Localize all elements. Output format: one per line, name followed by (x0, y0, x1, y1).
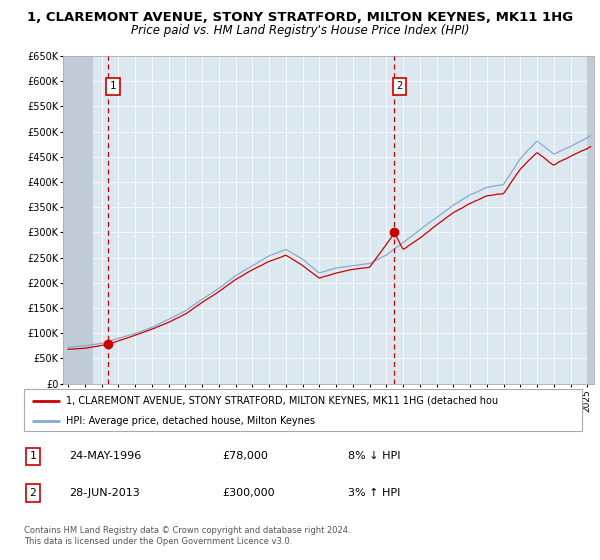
Text: 2: 2 (29, 488, 37, 498)
Text: HPI: Average price, detached house, Milton Keynes: HPI: Average price, detached house, Milt… (66, 416, 315, 426)
Text: 1: 1 (29, 451, 37, 461)
Text: £300,000: £300,000 (222, 488, 275, 498)
Text: 2: 2 (397, 81, 403, 91)
Text: 8% ↓ HPI: 8% ↓ HPI (348, 451, 401, 461)
Text: 1, CLAREMONT AVENUE, STONY STRATFORD, MILTON KEYNES, MK11 1HG: 1, CLAREMONT AVENUE, STONY STRATFORD, MI… (27, 11, 573, 24)
Text: 1: 1 (110, 81, 116, 91)
Polygon shape (63, 56, 93, 384)
Text: £78,000: £78,000 (222, 451, 268, 461)
Text: Contains HM Land Registry data © Crown copyright and database right 2024.
This d: Contains HM Land Registry data © Crown c… (24, 526, 350, 546)
Text: Price paid vs. HM Land Registry's House Price Index (HPI): Price paid vs. HM Land Registry's House … (131, 24, 469, 36)
Text: 3% ↑ HPI: 3% ↑ HPI (348, 488, 400, 498)
Text: 28-JUN-2013: 28-JUN-2013 (69, 488, 140, 498)
Text: 24-MAY-1996: 24-MAY-1996 (69, 451, 141, 461)
Polygon shape (587, 56, 594, 384)
Text: 1, CLAREMONT AVENUE, STONY STRATFORD, MILTON KEYNES, MK11 1HG (detached hou: 1, CLAREMONT AVENUE, STONY STRATFORD, MI… (66, 396, 498, 406)
